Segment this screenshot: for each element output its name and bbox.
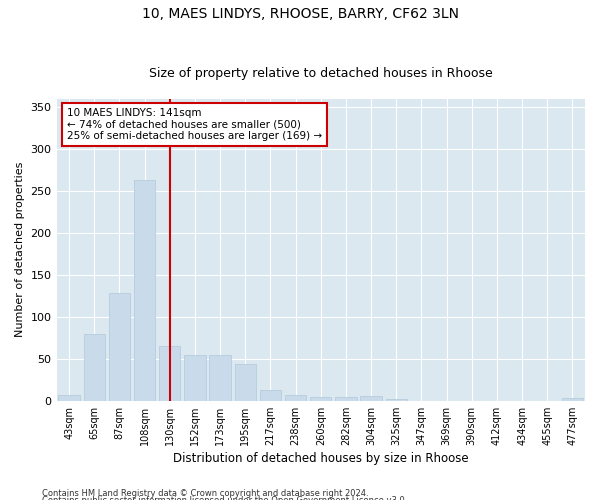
Bar [109, 294, 130, 401]
Text: 10, MAES LINDYS, RHOOSE, BARRY, CF62 3LN: 10, MAES LINDYS, RHOOSE, BARRY, CF62 3LN [142, 8, 458, 22]
Text: 10 MAES LINDYS: 141sqm
← 74% of detached houses are smaller (500)
25% of semi-de: 10 MAES LINDYS: 141sqm ← 74% of detached… [67, 108, 322, 141]
Bar [335, 396, 356, 401]
Bar [184, 354, 206, 401]
Bar [235, 364, 256, 401]
Bar [83, 334, 105, 401]
Text: Contains HM Land Registry data © Crown copyright and database right 2024.: Contains HM Land Registry data © Crown c… [42, 488, 368, 498]
Bar [209, 354, 231, 401]
X-axis label: Distribution of detached houses by size in Rhoose: Distribution of detached houses by size … [173, 452, 469, 465]
Y-axis label: Number of detached properties: Number of detached properties [15, 162, 25, 338]
Text: Contains public sector information licensed under the Open Government Licence v3: Contains public sector information licen… [42, 496, 407, 500]
Bar [159, 346, 181, 401]
Bar [58, 395, 80, 401]
Bar [134, 180, 155, 401]
Bar [386, 399, 407, 401]
Bar [260, 390, 281, 401]
Title: Size of property relative to detached houses in Rhoose: Size of property relative to detached ho… [149, 66, 493, 80]
Bar [562, 398, 583, 401]
Bar [285, 395, 307, 401]
Bar [361, 396, 382, 401]
Bar [310, 396, 331, 401]
